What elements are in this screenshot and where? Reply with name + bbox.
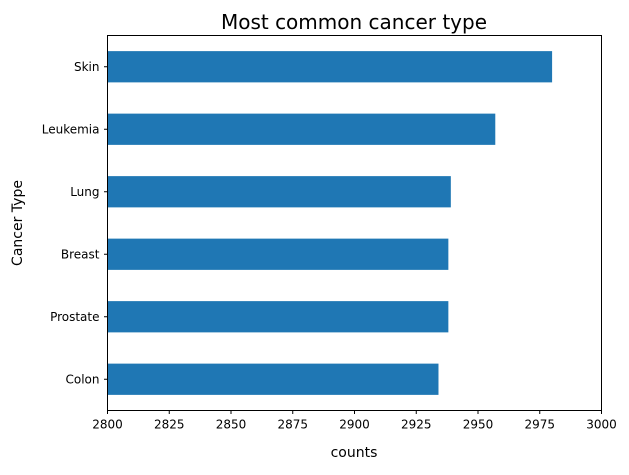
y-tick-label: Prostate bbox=[50, 310, 99, 324]
x-tick-label: 2900 bbox=[339, 418, 370, 432]
y-tick-label: Breast bbox=[61, 247, 100, 261]
bars-group bbox=[107, 51, 553, 395]
y-tick-label: Lung bbox=[70, 185, 99, 199]
chart-title: Most common cancer type bbox=[221, 10, 487, 34]
y-axis-ticks: Skin Leukemia Lung Breast Prostate Colon bbox=[42, 60, 108, 386]
bar-breast bbox=[107, 238, 449, 270]
x-axis-ticks: 2800 2825 2850 2875 2900 2925 2950 2975 3000 bbox=[92, 410, 617, 432]
y-axis-label: Cancer Type bbox=[10, 180, 26, 266]
x-tick-label: 3000 bbox=[586, 418, 617, 432]
x-tick-label: 2800 bbox=[92, 418, 123, 432]
bar-skin bbox=[107, 51, 553, 83]
x-tick-label: 2950 bbox=[463, 418, 494, 432]
bar-leukemia bbox=[107, 113, 496, 145]
x-tick-label: 2925 bbox=[401, 418, 432, 432]
x-tick-label: 2825 bbox=[154, 418, 185, 432]
x-tick-label: 2850 bbox=[216, 418, 247, 432]
y-tick-label: Colon bbox=[65, 372, 99, 386]
bar-colon bbox=[107, 363, 439, 395]
plot-area-frame bbox=[107, 35, 602, 411]
x-axis-label: counts bbox=[331, 445, 378, 461]
x-tick-label: 2975 bbox=[524, 418, 555, 432]
y-tick-label: Leukemia bbox=[42, 122, 100, 136]
y-tick-label: Skin bbox=[74, 60, 100, 74]
bar-prostate bbox=[107, 301, 449, 333]
x-tick-label: 2875 bbox=[277, 418, 308, 432]
bar-lung bbox=[107, 176, 451, 208]
